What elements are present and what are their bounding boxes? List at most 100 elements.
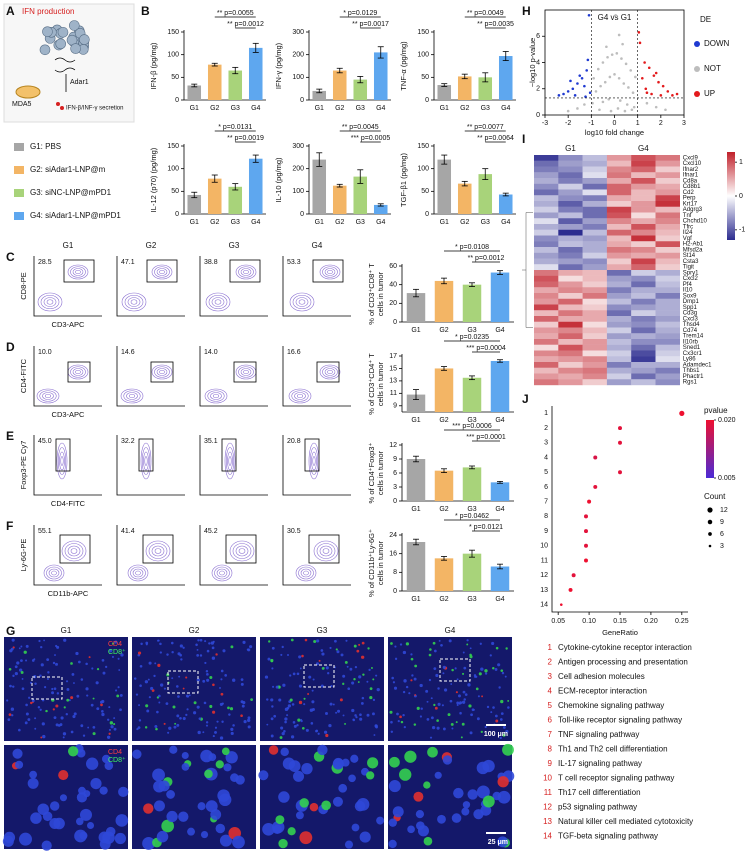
cell (27, 777, 39, 789)
y-axis-label: TNF-α (pg/mg) (399, 41, 408, 91)
cell (416, 706, 420, 710)
chart-title: G4 vs G1 (598, 13, 632, 22)
x-tick-label: G2 (439, 596, 448, 603)
cell (372, 678, 375, 681)
cell (435, 673, 439, 678)
heatmap-cell (558, 178, 583, 184)
y-tick-label: 0 (425, 97, 429, 104)
cell (39, 708, 42, 711)
group-header: G1 (63, 241, 74, 250)
heatmap-cell (655, 339, 680, 345)
cell (329, 702, 333, 706)
cell (153, 800, 165, 812)
cell (357, 681, 360, 683)
y-tick-label: 6 (393, 470, 397, 477)
cell (138, 704, 141, 707)
pathway-name: TGF-beta signaling pathway (558, 832, 658, 841)
cell (174, 722, 177, 725)
heatmap-cell (631, 356, 656, 363)
row-label: Perp (683, 196, 696, 202)
cell (358, 643, 361, 646)
y-axis-label: IFN-γ (pg/mg) (274, 42, 283, 89)
contour (37, 292, 63, 312)
cell (139, 684, 142, 687)
cell (329, 646, 332, 650)
micrograph (260, 637, 384, 741)
heatmap-cell (606, 356, 632, 363)
point (594, 90, 598, 93)
cell (342, 714, 345, 717)
cell (216, 720, 219, 723)
cell (360, 701, 364, 705)
output-label: IFN-β/INF-γ secretion (66, 106, 123, 112)
cell (327, 672, 330, 675)
y-tick-label: 50 (171, 188, 179, 195)
cell (153, 780, 166, 793)
heatmap-cell (582, 321, 608, 328)
pathway-number: 13 (543, 817, 552, 826)
contour (211, 297, 225, 307)
contour (151, 545, 165, 557)
heatmap-cell (631, 247, 656, 253)
cell (307, 693, 310, 696)
significance-label: ** p=0.0035 (477, 21, 514, 28)
cell (158, 694, 161, 698)
heatmap-cell (582, 344, 608, 351)
cell (12, 674, 15, 677)
plot-frame (544, 9, 685, 116)
colorbar-label: 0.020 (718, 417, 736, 424)
bar (490, 272, 510, 322)
heatmap-cell (606, 252, 632, 259)
cell (489, 654, 492, 657)
heatmap-cell (582, 316, 608, 322)
cell (101, 754, 111, 764)
x-tick-label: 1 (636, 120, 640, 127)
heatmap-cell (534, 172, 559, 179)
cell (60, 716, 64, 720)
cell (376, 816, 385, 825)
contour (316, 543, 336, 559)
cell (495, 714, 498, 718)
contour (72, 368, 84, 376)
heatmap-cell (606, 201, 632, 207)
cell (175, 685, 179, 688)
gate-percent: 28.5 (38, 259, 52, 266)
cell (34, 682, 37, 686)
cell (462, 801, 471, 809)
cell (464, 693, 468, 696)
legend-swatch (14, 189, 24, 197)
heatmap-cell (606, 172, 632, 179)
cell (402, 713, 405, 717)
cell (8, 667, 12, 671)
flow-axes (282, 346, 351, 407)
cell (2, 835, 14, 847)
bar (228, 186, 243, 214)
row-label: Cd8a (683, 178, 698, 184)
heatmap-cell (631, 304, 656, 311)
cell (148, 696, 151, 699)
legend-swatch (14, 212, 24, 220)
cell (9, 684, 12, 688)
cell (230, 727, 234, 731)
heatmap-cell (534, 304, 559, 311)
cell (400, 720, 404, 724)
heatmap-cell (631, 362, 656, 368)
cell (504, 675, 507, 678)
heatmap-cell (558, 293, 583, 299)
point (638, 41, 642, 45)
heatmap-cell (606, 212, 632, 219)
cell (440, 643, 443, 647)
cell (208, 753, 217, 761)
cell (70, 662, 73, 665)
micrograph (4, 637, 128, 741)
sensor-icon (15, 85, 41, 99)
cell (7, 718, 11, 721)
cell (455, 691, 458, 694)
bar (187, 85, 202, 100)
y-tick-label: 15 (389, 365, 397, 372)
cell (507, 706, 510, 709)
cell (476, 785, 490, 799)
contour (235, 364, 257, 380)
panel-letter: I (522, 132, 525, 146)
bar (434, 558, 454, 591)
